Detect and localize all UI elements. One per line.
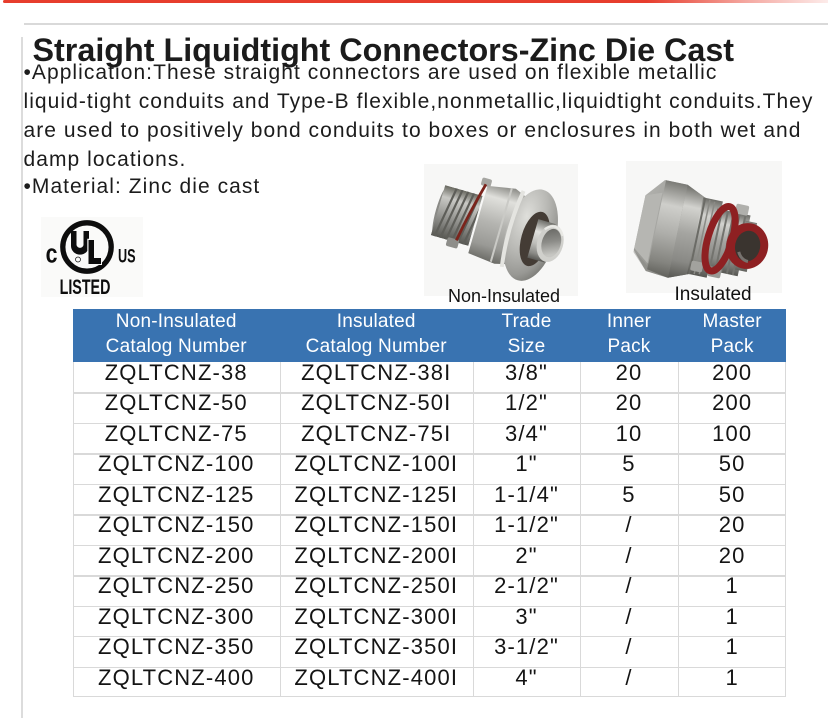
svg-text:c: c [46,239,58,269]
svg-text:LISTED: LISTED [60,275,111,298]
svg-text:US: US [118,246,136,267]
